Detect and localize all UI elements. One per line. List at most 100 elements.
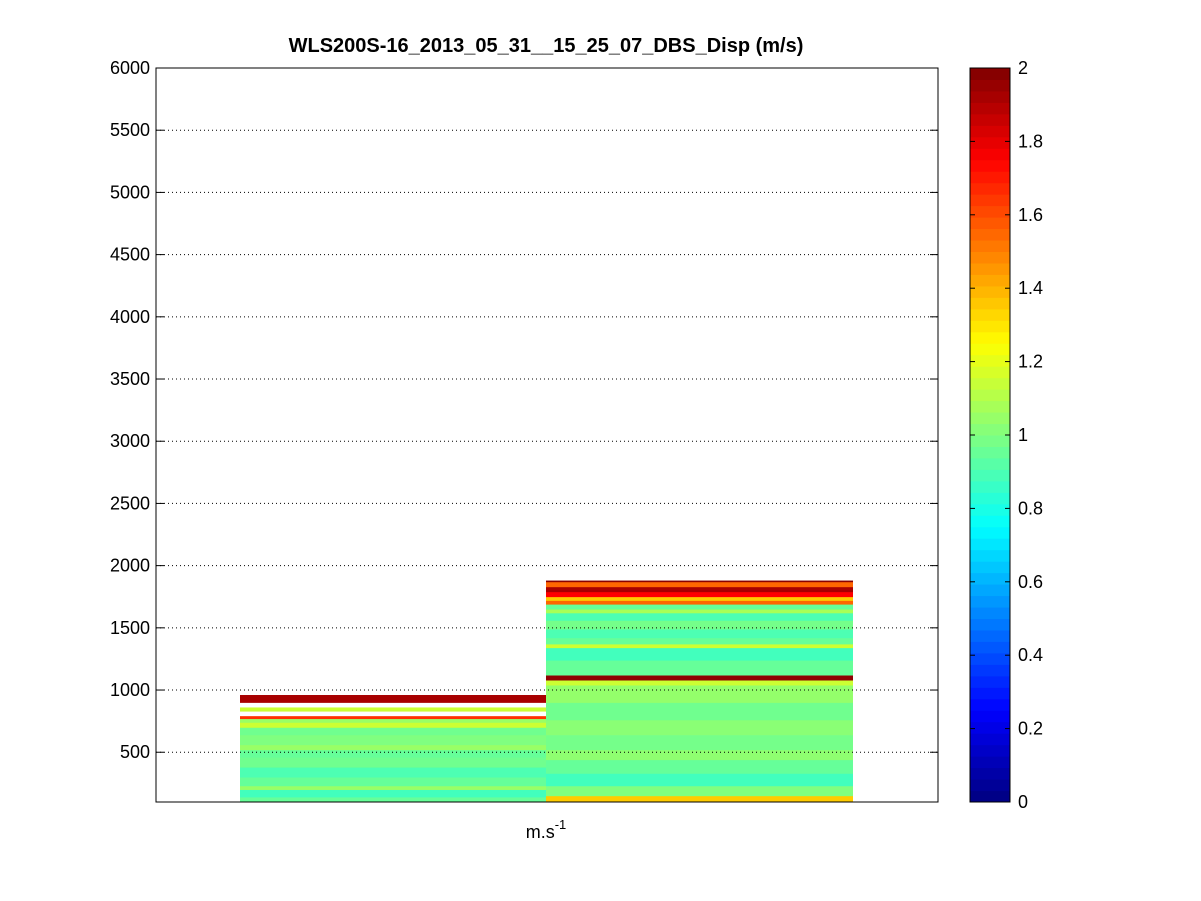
heatmap-band — [240, 734, 546, 746]
y-tick-label: 6000 — [110, 58, 150, 78]
colorbar-swatch — [970, 331, 1010, 344]
colorbar-swatch — [970, 652, 1010, 665]
colorbar-swatch — [970, 412, 1010, 425]
colorbar-swatch — [970, 446, 1010, 459]
colorbar-swatch — [970, 285, 1010, 298]
heatmap-band — [546, 785, 853, 797]
colorbar-swatch — [970, 744, 1010, 757]
colorbar-tick-label: 0.8 — [1018, 498, 1043, 518]
heatmap-band — [546, 719, 853, 736]
y-tick-label: 4000 — [110, 307, 150, 327]
heatmap-band — [546, 591, 853, 598]
heatmap-band — [546, 675, 853, 681]
heatmap-band — [546, 604, 853, 610]
x-axis-label-base: m.s — [526, 822, 555, 842]
colorbar-swatch — [970, 756, 1010, 769]
colorbar-swatch — [970, 503, 1010, 516]
heatmap-band — [240, 695, 546, 703]
colorbar-swatch — [970, 526, 1010, 539]
colorbar-swatch — [970, 572, 1010, 585]
heatmap-band — [240, 722, 546, 728]
colorbar-swatch — [970, 710, 1010, 723]
colorbar-swatch — [970, 194, 1010, 207]
heatmap-band — [546, 596, 853, 601]
colorbar-swatch — [970, 90, 1010, 103]
heatmap-band — [546, 644, 853, 649]
heatmap-band — [546, 749, 853, 761]
colorbar-swatch — [970, 171, 1010, 184]
colorbar-swatch — [970, 675, 1010, 688]
colorbar-swatch — [970, 320, 1010, 333]
colorbar-swatch — [970, 664, 1010, 677]
heatmap-band — [546, 680, 853, 686]
colorbar-swatch — [970, 733, 1010, 746]
y-tick-label: 2000 — [110, 556, 150, 576]
heatmap-band — [546, 637, 853, 645]
colorbar-swatch — [970, 538, 1010, 551]
colorbar-swatch — [970, 217, 1010, 230]
colorbar-swatch — [970, 698, 1010, 711]
x-axis-label-superscript: -1 — [555, 817, 567, 832]
heatmap-band — [240, 789, 546, 798]
colorbar-swatch — [970, 240, 1010, 252]
colorbar-swatch — [970, 262, 1010, 275]
heatmap-band — [546, 660, 853, 676]
colorbar-swatch — [970, 607, 1010, 619]
colorbar-swatch — [970, 515, 1010, 528]
colorbar-tick-label: 0.2 — [1018, 719, 1043, 739]
colorbar-swatch — [970, 136, 1010, 149]
colorbar-tick-label: 2 — [1018, 58, 1028, 78]
x-axis-label: m.s-1 — [526, 817, 567, 842]
colorbar-swatch — [970, 618, 1010, 631]
y-tick-label: 2500 — [110, 493, 150, 513]
colorbar-tick-label: 1 — [1018, 425, 1028, 445]
heatmap-band — [546, 600, 853, 605]
heatmap-band — [240, 744, 546, 751]
y-tick-label: 4500 — [110, 245, 150, 265]
colorbar-swatch — [970, 457, 1010, 470]
plot-frame — [155, 67, 939, 803]
colorbar-swatch — [970, 308, 1010, 321]
colorbar-swatch — [970, 584, 1010, 597]
heatmap-band — [546, 773, 853, 787]
heatmap-band — [240, 707, 546, 712]
colorbar-swatch — [970, 228, 1010, 241]
colorbar-swatch — [970, 595, 1010, 608]
colorbar-swatch — [970, 68, 1010, 80]
heatmap-band — [546, 629, 853, 639]
heatmap-band — [240, 797, 546, 803]
colorbar: 0 0.2 0.4 0.6 0.8 1 1.2 1.4 1.6 1.8 2 — [969, 58, 1043, 812]
y-tick-label: 500 — [120, 742, 150, 762]
heatmap-band — [546, 612, 853, 621]
colorbar-swatch — [970, 113, 1010, 126]
colorbar-swatch — [970, 469, 1010, 482]
heatmap-band — [240, 785, 546, 790]
colorbar-swatch — [970, 343, 1010, 356]
colorbar-swatch — [970, 354, 1010, 367]
colorbar-swatch — [970, 366, 1010, 379]
colorbar-swatch — [970, 182, 1010, 195]
heatmap-band — [546, 734, 853, 751]
colorbar-tick-label: 0 — [1018, 792, 1028, 812]
heatmap-band — [546, 685, 853, 703]
heatmap-band — [240, 777, 546, 787]
colorbar-swatch — [970, 389, 1010, 402]
heatmap-band — [546, 586, 853, 593]
heatmap-band — [546, 609, 853, 614]
colorbar-swatch — [970, 377, 1010, 390]
y-tick-label: 1000 — [110, 680, 150, 700]
chart-title: WLS200S-16_2013_05_31__15_25_07_DBS_Disp… — [289, 35, 804, 57]
colorbar-swatch — [970, 274, 1010, 287]
colorbar-tick-label: 1.4 — [1018, 278, 1043, 298]
colorbar-tick-label: 1.6 — [1018, 205, 1043, 225]
colorbar-swatch — [970, 721, 1010, 734]
heatmap-band — [546, 620, 853, 630]
colorbar-swatch — [970, 779, 1010, 792]
plot-area: 500 1000 1500 2000 2500 3000 3500 4000 4500 5000 5… — [110, 58, 939, 803]
colorbar-swatch — [970, 297, 1010, 310]
colorbar-swatch — [970, 480, 1010, 493]
colorbar-swatch — [970, 159, 1010, 172]
y-tick-label: 5500 — [110, 120, 150, 140]
colorbar-swatch — [970, 435, 1010, 447]
